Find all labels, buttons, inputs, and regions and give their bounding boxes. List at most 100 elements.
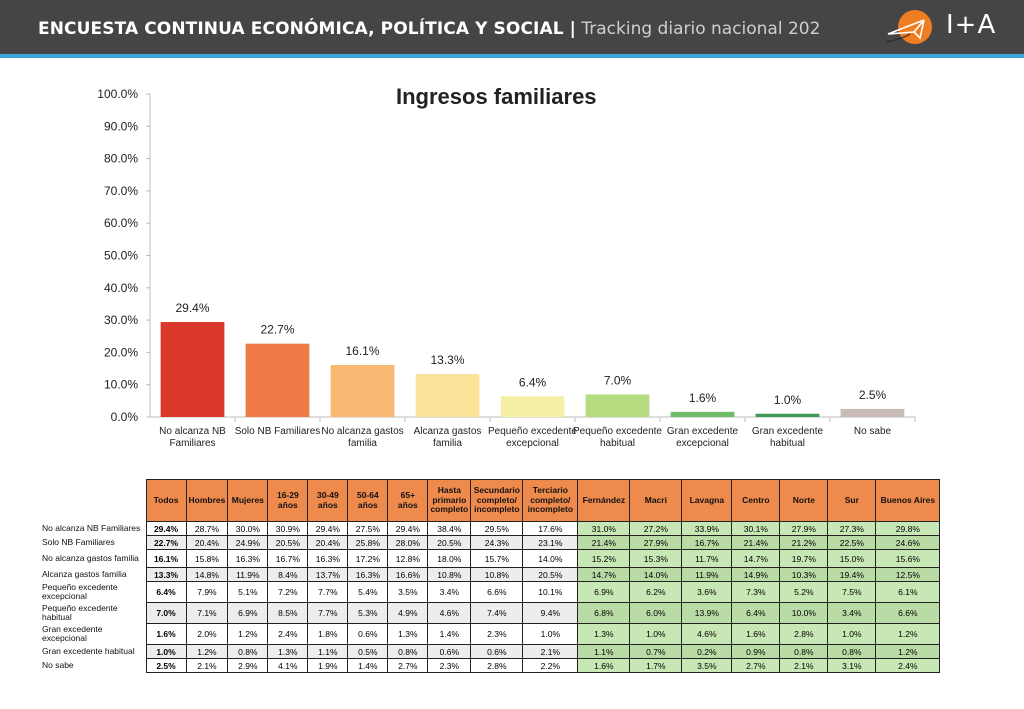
column-header: Hombres	[185, 479, 229, 522]
table-cell: 3.4%	[827, 602, 877, 624]
bar-value-label: 16.1%	[345, 344, 379, 358]
table-cell: 1.6%	[577, 658, 631, 673]
table-row: No alcanza gastos familia 16.1% 15.8% 16.3%…	[40, 549, 941, 568]
table-cell: 13.7%	[307, 567, 349, 582]
column-header: Centro	[731, 479, 781, 522]
table-cell: 0.5%	[347, 644, 389, 659]
table-cell: 2.4%	[875, 658, 941, 673]
table-row: No sabe 2.5% 2.1% 2.9% 4.1% 1.9% 1.4% 2.7% 2.3% 2…	[40, 658, 941, 673]
x-category-label: excepcional	[506, 438, 559, 449]
table-cell: 2.1%	[522, 644, 579, 659]
x-category-label: Solo NB Familiares	[235, 426, 321, 437]
table-cell: 17.2%	[347, 549, 389, 568]
table-cell: 1.2%	[185, 644, 229, 659]
table-cell: 5.4%	[347, 581, 389, 603]
table-cell: 1.4%	[347, 658, 389, 673]
table-cell: 1.1%	[577, 644, 631, 659]
table-cell: 29.4%	[145, 521, 187, 536]
table-cell: 0.2%	[681, 644, 733, 659]
y-tick-label: 10.0%	[104, 378, 138, 392]
table-cell: 1.4%	[427, 623, 472, 645]
table-cell: 30.1%	[731, 521, 781, 536]
table-cell: 13.9%	[681, 602, 733, 624]
table-cell: 6.8%	[577, 602, 631, 624]
bar-value-label: 2.5%	[859, 388, 887, 402]
row-label: No alcanza gastos familia	[40, 549, 146, 568]
table-cell: 7.2%	[267, 581, 309, 603]
column-header: Hasta primario completo	[427, 479, 472, 522]
x-category-label: excepcional	[676, 438, 729, 449]
bar	[330, 364, 395, 417]
table-cell: 7.4%	[470, 602, 524, 624]
table-cell: 6.1%	[875, 581, 941, 603]
x-category-label: No alcanza NB	[159, 426, 226, 437]
table-cell: 21.4%	[731, 535, 781, 550]
bar	[245, 343, 310, 417]
table-cell: 7.3%	[731, 581, 781, 603]
table-cell: 19.7%	[779, 549, 829, 568]
table-cell: 29.4%	[307, 521, 349, 536]
table-cell: 1.9%	[307, 658, 349, 673]
table-cell: 5.2%	[779, 581, 829, 603]
table-cell: 1.3%	[387, 623, 429, 645]
table-cell: 6.4%	[731, 602, 781, 624]
column-header: Buenos Aires	[875, 479, 941, 522]
table-row: Gran excedente excepcional 1.6% 2.0% 1.2% 2.…	[40, 623, 941, 645]
bar	[755, 413, 820, 417]
table-cell: 15.7%	[470, 549, 524, 568]
y-tick-label: 40.0%	[104, 281, 138, 295]
table-cell: 6.6%	[470, 581, 524, 603]
table-cell: 31.0%	[577, 521, 631, 536]
table-cell: 7.9%	[185, 581, 229, 603]
table-cell: 14.7%	[577, 567, 631, 582]
x-category-label: Alcanza gastos	[414, 426, 482, 437]
x-category-label: Pequeño excedente	[573, 426, 662, 437]
column-header: Mujeres	[227, 479, 269, 522]
table-cell: 2.1%	[185, 658, 229, 673]
table-cell: 19.4%	[827, 567, 877, 582]
table-cell: 29.8%	[875, 521, 941, 536]
x-category-label: habitual	[600, 438, 635, 449]
x-category-label: habitual	[770, 438, 805, 449]
y-tick-label: 50.0%	[104, 249, 138, 263]
table-cell: 14.9%	[731, 567, 781, 582]
table-cell: 22.5%	[827, 535, 877, 550]
table-cell: 7.7%	[307, 602, 349, 624]
bar-value-label: 22.7%	[260, 323, 294, 337]
y-tick-label: 20.0%	[104, 345, 138, 359]
table-cell: 0.6%	[347, 623, 389, 645]
table-cell: 10.0%	[779, 602, 829, 624]
y-tick-label: 0.0%	[111, 410, 139, 424]
data-table: Todos Hombres Mujeres 16-29 años 30-49 años 5…	[40, 479, 941, 673]
row-label: Gran excedente habitual	[40, 644, 146, 659]
table-cell: 14.0%	[629, 567, 683, 582]
table-cell: 30.9%	[267, 521, 309, 536]
table-cell: 2.8%	[470, 658, 524, 673]
row-label: No alcanza NB Familiares	[40, 521, 146, 536]
table-row: No alcanza NB Familiares 29.4% 28.7% 30.0% 3…	[40, 521, 941, 536]
table-cell: 8.4%	[267, 567, 309, 582]
table-cell: 24.3%	[470, 535, 524, 550]
table-cell: 6.9%	[577, 581, 631, 603]
column-header: Todos	[145, 479, 187, 522]
bar	[840, 408, 905, 417]
table-cell: 1.2%	[227, 623, 269, 645]
table-cell: 4.6%	[427, 602, 472, 624]
table-corner	[40, 479, 146, 522]
table-cell: 1.2%	[875, 644, 941, 659]
table-cell: 3.6%	[681, 581, 733, 603]
table-cell: 0.7%	[629, 644, 683, 659]
table-cell: 16.1%	[145, 549, 187, 568]
table-cell: 4.6%	[681, 623, 733, 645]
table-cell: 15.3%	[629, 549, 683, 568]
table-cell: 0.6%	[470, 644, 524, 659]
table-cell: 1.2%	[875, 623, 941, 645]
header-bar	[0, 0, 1024, 54]
table-cell: 16.6%	[387, 567, 429, 582]
table-cell: 22.7%	[145, 535, 187, 550]
table-cell: 18.0%	[427, 549, 472, 568]
table-cell: 25.8%	[347, 535, 389, 550]
y-tick-label: 30.0%	[104, 313, 138, 327]
table-cell: 30.0%	[227, 521, 269, 536]
table-cell: 7.1%	[185, 602, 229, 624]
